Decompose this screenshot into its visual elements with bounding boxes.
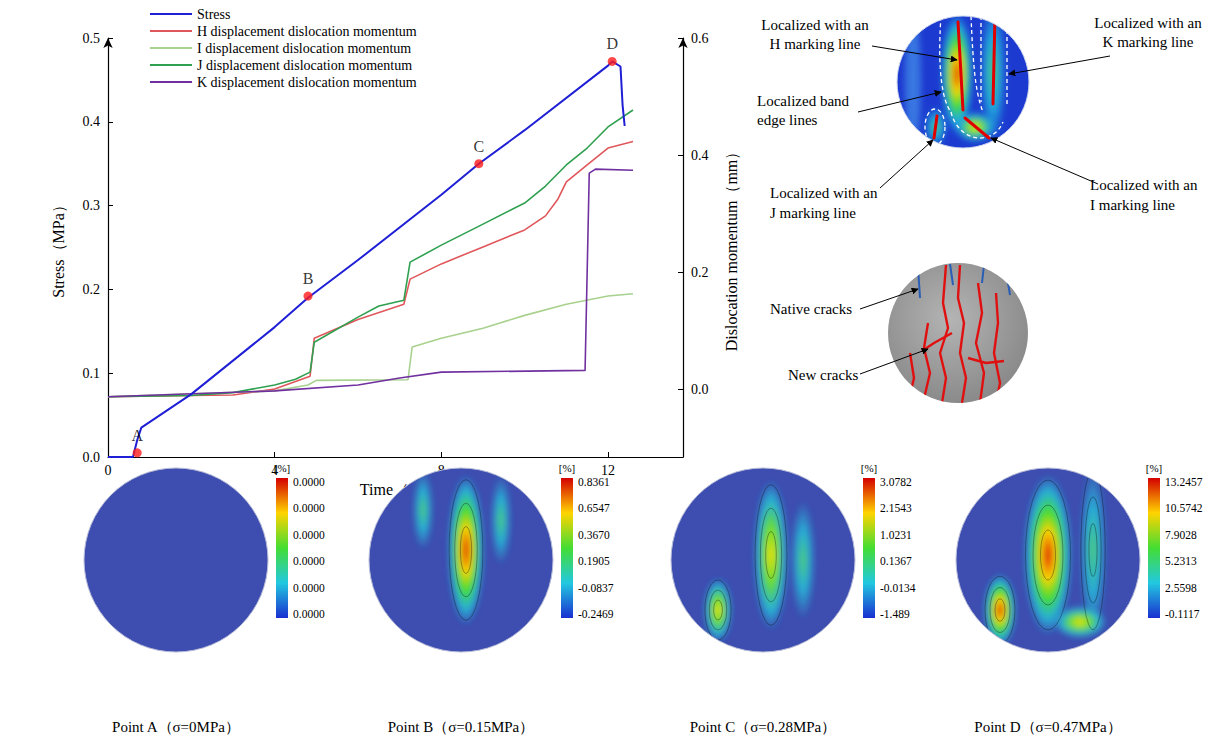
svg-text:Point A（σ=0MPa）: Point A（σ=0MPa） xyxy=(112,719,240,735)
svg-text:12: 12 xyxy=(601,463,615,478)
svg-text:-0.1117: -0.1117 xyxy=(1165,608,1200,620)
svg-text:I marking line: I marking line xyxy=(1090,197,1175,213)
svg-text:0.1367: 0.1367 xyxy=(880,555,912,567)
svg-text:Time（s）: Time（s） xyxy=(360,481,431,498)
svg-text:0.6: 0.6 xyxy=(691,31,709,46)
svg-text:H displacement dislocation mom: H displacement dislocation momentum xyxy=(197,24,417,39)
svg-text:13.2457: 13.2457 xyxy=(1165,476,1203,488)
svg-text:0.4: 0.4 xyxy=(691,148,709,163)
svg-text:0.0: 0.0 xyxy=(83,450,101,465)
svg-text:D: D xyxy=(606,35,618,52)
svg-text:Dislocation momentum（mm）: Dislocation momentum（mm） xyxy=(723,144,740,352)
svg-text:0.0: 0.0 xyxy=(691,382,709,397)
svg-text:0.5: 0.5 xyxy=(83,31,101,46)
svg-text:Point B（σ=0.15MPa）: Point B（σ=0.15MPa） xyxy=(388,719,535,735)
svg-text:0.2: 0.2 xyxy=(691,265,709,280)
svg-text:-0.0134: -0.0134 xyxy=(880,582,916,594)
svg-text:[%]: [%] xyxy=(1146,462,1163,474)
svg-text:7.9028: 7.9028 xyxy=(1165,529,1197,541)
svg-text:-1.489: -1.489 xyxy=(880,608,910,620)
svg-text:0.2: 0.2 xyxy=(83,282,101,297)
svg-text:H marking line: H marking line xyxy=(770,36,861,52)
svg-text:0.0000: 0.0000 xyxy=(293,608,325,620)
svg-text:4: 4 xyxy=(271,463,278,478)
svg-text:0.3: 0.3 xyxy=(83,198,101,213)
svg-text:0.1: 0.1 xyxy=(83,366,101,381)
svg-text:B: B xyxy=(303,270,314,287)
svg-text:Stress（MPa）: Stress（MPa） xyxy=(50,197,67,297)
svg-text:-0.2469: -0.2469 xyxy=(578,608,614,620)
svg-text:K marking line: K marking line xyxy=(1103,34,1194,50)
svg-text:Localized with an: Localized with an xyxy=(770,185,878,201)
svg-text:Native cracks: Native cracks xyxy=(770,301,852,317)
svg-text:0: 0 xyxy=(105,463,112,478)
svg-text:[%]: [%] xyxy=(559,462,576,474)
svg-text:Point D（σ=0.47MPa）: Point D（σ=0.47MPa） xyxy=(974,719,1121,735)
svg-text:8: 8 xyxy=(438,463,445,478)
svg-text:0.0000: 0.0000 xyxy=(293,476,325,488)
svg-text:Localized with an: Localized with an xyxy=(1094,15,1202,31)
svg-text:0.1905: 0.1905 xyxy=(578,555,610,567)
svg-text:0.0000: 0.0000 xyxy=(293,582,325,594)
svg-text:Stress: Stress xyxy=(197,7,230,22)
svg-text:Localized with an: Localized with an xyxy=(1090,177,1198,193)
svg-text:[%]: [%] xyxy=(274,462,291,474)
svg-text:5.2313: 5.2313 xyxy=(1165,555,1197,567)
svg-text:edge lines: edge lines xyxy=(757,112,818,128)
svg-text:2.5598: 2.5598 xyxy=(1165,582,1197,594)
svg-text:0.0000: 0.0000 xyxy=(293,529,325,541)
svg-text:[%]: [%] xyxy=(861,462,878,474)
svg-text:3.0782: 3.0782 xyxy=(880,476,912,488)
svg-text:J marking line: J marking line xyxy=(770,205,856,221)
svg-text:0.4: 0.4 xyxy=(83,114,101,129)
svg-text:0.0000: 0.0000 xyxy=(293,555,325,567)
svg-text:10.5742: 10.5742 xyxy=(1165,502,1203,514)
svg-text:Localized with an: Localized with an xyxy=(761,17,869,33)
svg-text:K displacement dislocation mom: K displacement dislocation momentum xyxy=(197,75,417,90)
svg-text:A: A xyxy=(131,427,143,444)
svg-text:I displacement dislocation mom: I displacement dislocation momentum xyxy=(197,41,411,56)
svg-text:0.0000: 0.0000 xyxy=(293,502,325,514)
svg-text:C: C xyxy=(473,138,484,155)
svg-text:New cracks: New cracks xyxy=(788,367,859,383)
svg-text:Point C（σ=0.28MPa）: Point C（σ=0.28MPa） xyxy=(690,719,837,735)
svg-text:1.0231: 1.0231 xyxy=(880,529,912,541)
svg-text:-0.0837: -0.0837 xyxy=(578,582,614,594)
svg-text:0.3670: 0.3670 xyxy=(578,529,610,541)
svg-text:Localized band: Localized band xyxy=(757,93,850,109)
svg-text:0.8361: 0.8361 xyxy=(578,476,610,488)
svg-text:2.1543: 2.1543 xyxy=(880,502,912,514)
svg-text:J displacement dislocation mom: J displacement dislocation momentum xyxy=(197,58,412,73)
svg-text:0.6547: 0.6547 xyxy=(578,502,610,514)
